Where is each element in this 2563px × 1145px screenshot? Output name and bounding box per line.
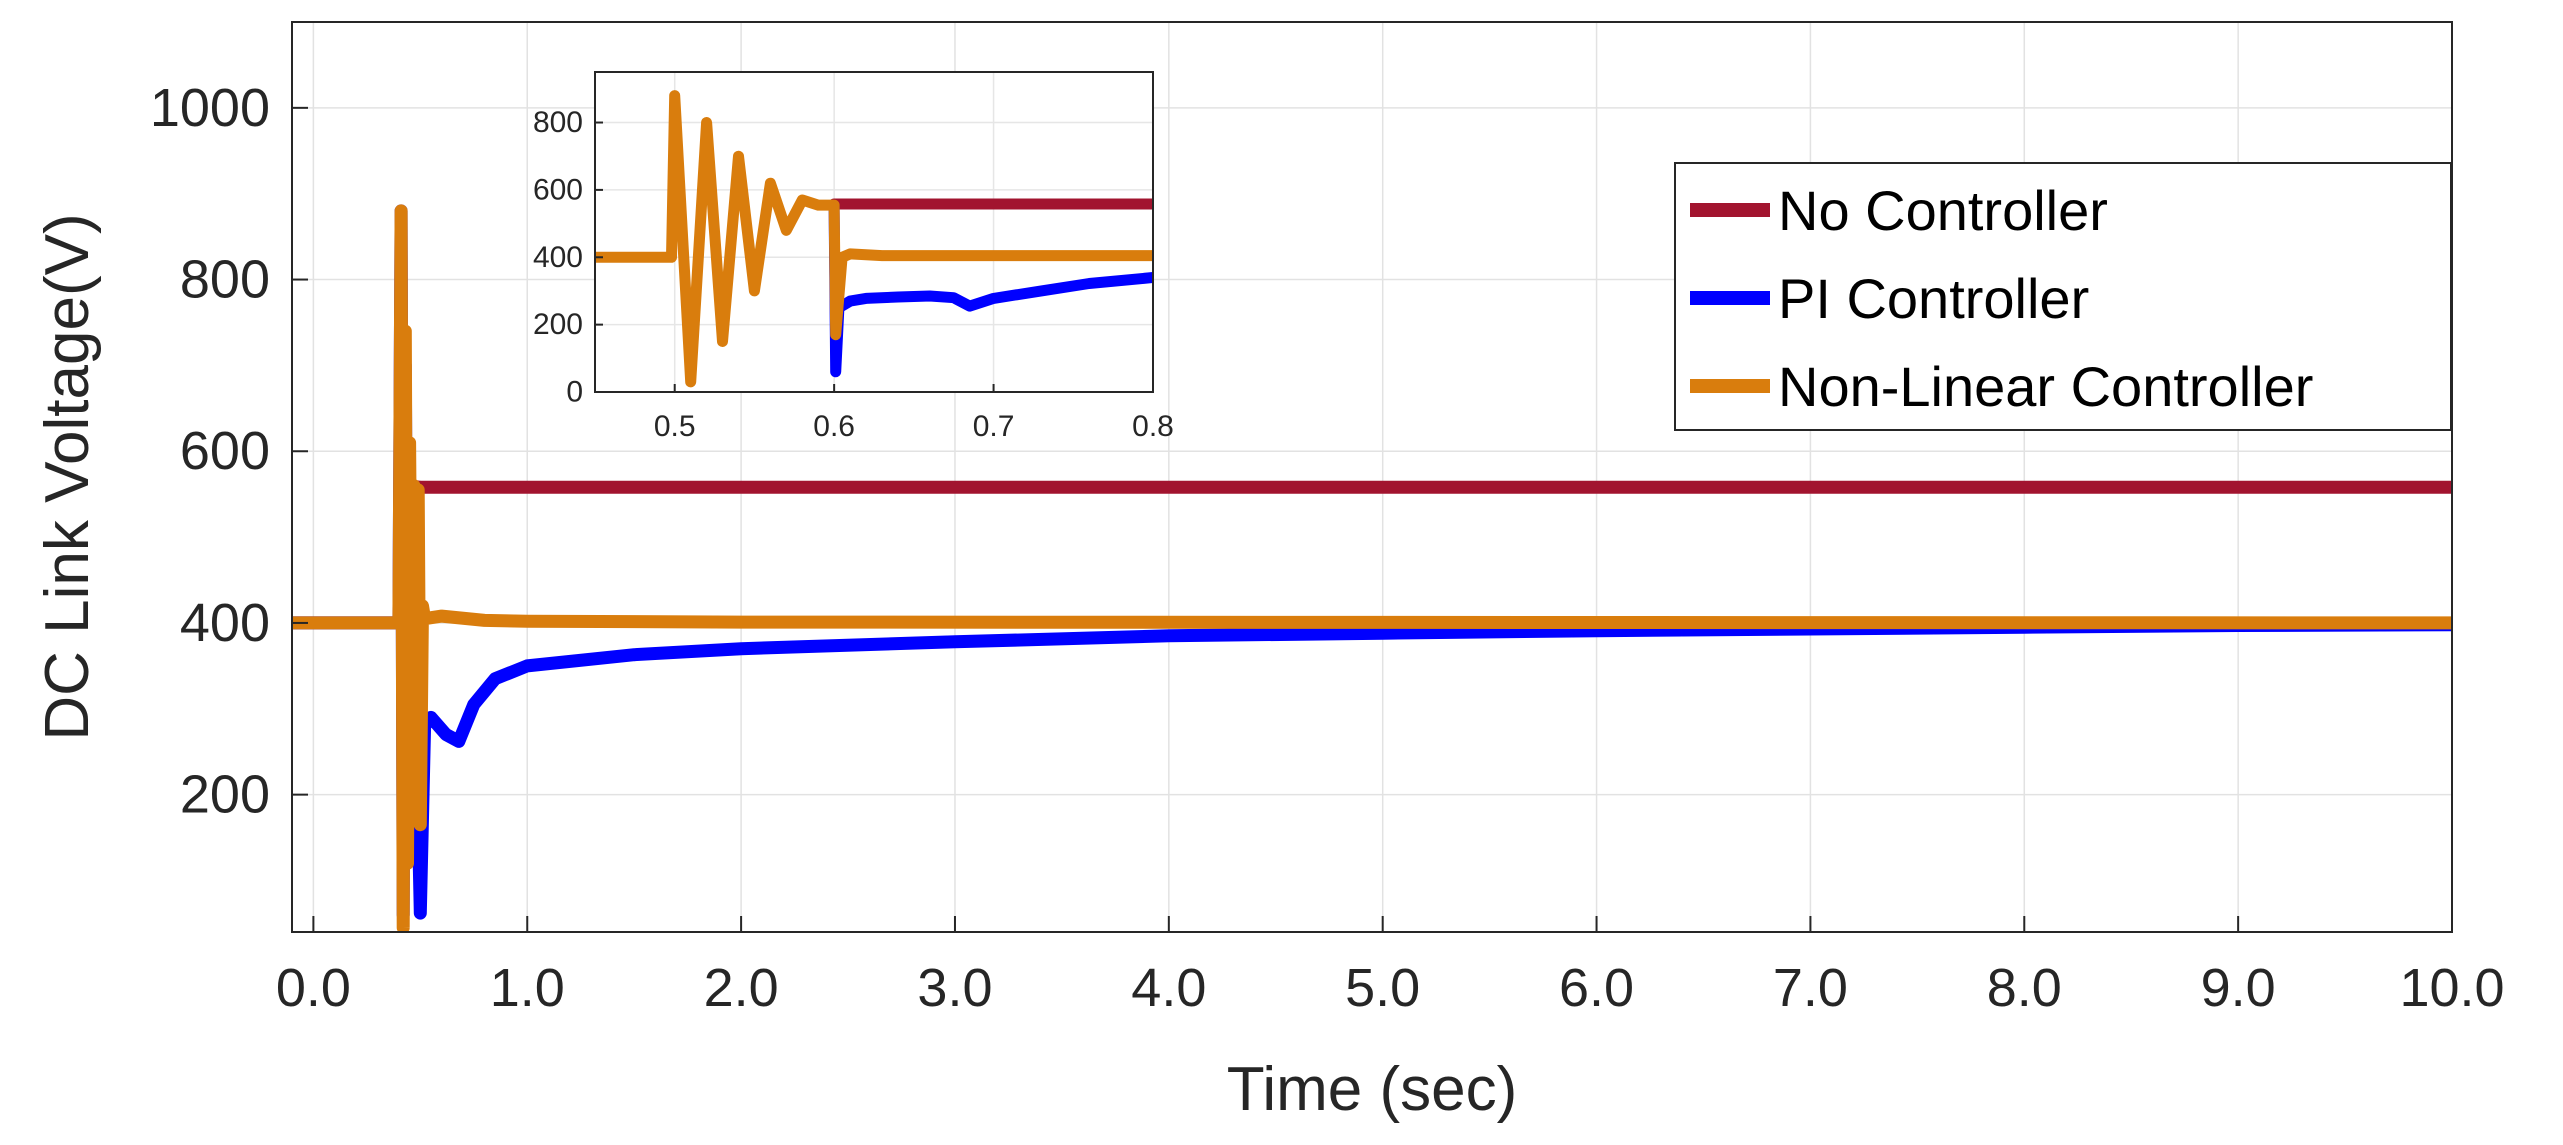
main-x-tick-label: 8.0 [1987,958,2062,1018]
legend-label-pi-controller: PI Controller [1778,267,2089,330]
inset-y-tick-label: 600 [533,173,583,206]
y-axis-label: DC Link Voltage(V) [33,213,102,740]
inset-x-tick-label: 0.5 [654,410,696,443]
main-axes-box [291,21,2453,933]
main-x-tick-label: 3.0 [917,958,992,1018]
inset-x-tick-label: 0.8 [1132,410,1174,443]
inset-x-tick-label: 0.6 [813,410,855,443]
legend-label-non-linear-controller: Non-Linear Controller [1778,355,2313,418]
main-y-tick-label: 800 [180,250,270,310]
inset-y-tick-label: 800 [533,106,583,139]
inset-x-tick-label: 0.7 [973,410,1015,443]
main-x-tick-label: 5.0 [1345,958,1420,1018]
main-y-tick-label: 200 [180,765,270,825]
inset-y-tick-label: 400 [533,241,583,274]
x-axis-label: Time (sec) [1227,1055,1517,1124]
inset-series-group [595,90,1153,388]
main-x-tick-label: 9.0 [2201,958,2276,1018]
main-x-tick-label: 10.0 [2399,958,2504,1018]
inset-y-tick-label: 200 [533,308,583,341]
inset-x-ticks: 0.5 0.6 0.7 0.8 [654,384,1174,443]
main-x-tick-label: 0.0 [276,958,351,1018]
main-y-tick-label: 600 [180,421,270,481]
legend-label-no-controller: No Controller [1778,179,2108,242]
inset-axes-box [594,71,1154,393]
main-x-tick-label: 4.0 [1131,958,1206,1018]
legend-box [1674,162,2452,431]
main-y-ticks: 200 400 600 800 1000 [150,78,308,825]
inset-y-ticks: 0 200 400 600 800 [533,106,603,409]
main-x-tick-label: 7.0 [1773,958,1848,1018]
main-x-tick-label: 1.0 [490,958,565,1018]
main-x-tick-label: 6.0 [1559,958,1634,1018]
inset-series-non-linear-controller [595,90,1153,388]
main-y-tick-label: 400 [180,593,270,653]
main-series-non-linear-controller [292,204,2452,932]
main-x-ticks: 0.0 1.0 2.0 3.0 4.0 5.0 6.0 7.0 8.0 9.0 10.0 [276,916,2505,1018]
main-series-group [292,204,2452,932]
main-x-tick-label: 2.0 [704,958,779,1018]
legend: No Controller PI Controller Non-Linear C… [1674,162,2452,431]
main-y-tick-label: 1000 [150,78,270,138]
inset-y-tick-label: 0 [566,376,583,409]
